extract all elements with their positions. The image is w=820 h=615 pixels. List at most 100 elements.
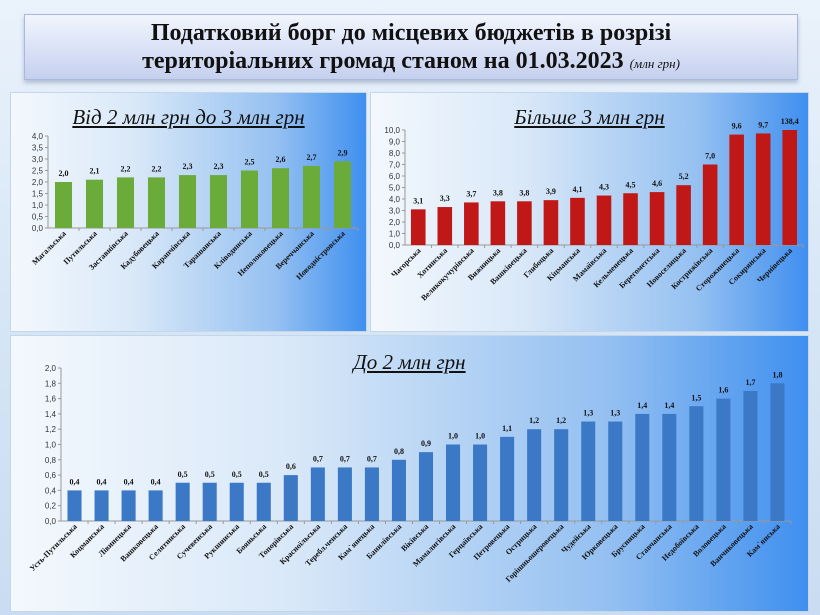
bar (175, 482, 190, 521)
data-label: 4,1 (572, 185, 582, 194)
data-label: 1,7 (745, 378, 755, 387)
y-tick-label: 0,5 (32, 213, 44, 222)
data-label: 138,4 (781, 117, 799, 126)
bar (85, 179, 104, 228)
data-label: 1,0 (448, 432, 458, 441)
y-tick-label: 9,0 (389, 138, 401, 147)
bar (517, 201, 532, 245)
data-label: 9,6 (732, 122, 742, 131)
page-title-line2: територіальних громад станом на 01.03.20… (25, 47, 797, 78)
data-label: 1,2 (529, 416, 539, 425)
data-label: 0,4 (124, 477, 134, 486)
data-label: 4,6 (652, 179, 662, 188)
y-tick-label: 2,5 (32, 167, 44, 176)
data-label: 0,5 (205, 470, 215, 479)
bar (283, 475, 298, 521)
data-label: 1,8 (772, 370, 782, 379)
bar (333, 161, 352, 228)
page-title-line1: Податковий борг до місцевих бюджетів в р… (150, 20, 672, 46)
bar (662, 413, 677, 521)
bar (209, 175, 228, 228)
data-label: 1,3 (610, 409, 620, 418)
bar (147, 177, 166, 228)
y-tick-label: 1,4 (45, 410, 57, 419)
y-tick-label: 3,0 (32, 155, 44, 164)
y-tick-label: 7,0 (389, 161, 401, 170)
y-tick-label: 6,0 (389, 172, 401, 181)
y-tick-label: 1,5 (32, 190, 44, 199)
bar (676, 185, 691, 245)
y-tick-label: 0,0 (389, 241, 401, 250)
bar (437, 207, 453, 245)
bar (178, 175, 197, 228)
data-label: 0,5 (259, 470, 269, 479)
y-tick-label: 2,0 (389, 218, 401, 227)
data-label: 0,7 (313, 454, 323, 463)
y-tick-label: 1,6 (45, 395, 57, 404)
y-tick-label: 8,0 (389, 149, 401, 158)
x-tick-label: Усть-Путильська (28, 522, 79, 573)
data-label: 9,7 (758, 120, 768, 129)
chart-mid-svg: 0,00,51,01,52,02,53,03,54,02,0Магальська… (30, 132, 359, 282)
bar (229, 482, 244, 521)
bar (702, 164, 718, 245)
bar (581, 421, 596, 521)
y-tick-label: 1,0 (32, 201, 44, 210)
bar (121, 490, 136, 521)
data-label: 0,4 (151, 477, 161, 486)
data-label: 1,3 (583, 409, 593, 418)
y-tick-label: 0,0 (32, 224, 44, 233)
bar (116, 177, 135, 228)
bar (608, 421, 623, 521)
data-label: 0,8 (394, 447, 404, 456)
data-label: 2,9 (338, 148, 348, 157)
bar (649, 192, 665, 245)
y-tick-label: 3,5 (32, 144, 44, 153)
data-label: 2,6 (276, 155, 286, 164)
chart-panel-large: Більше 3 млн грн 0,0 1,0 2,0 3,0 4,0 5,0 6,0 7,… (370, 92, 809, 332)
bar (770, 383, 785, 521)
title-box: Податковий борг до місцевих бюджетів в р… (24, 14, 798, 80)
y-tick-label: 1,0 (389, 230, 401, 239)
data-label: 0,4 (70, 477, 80, 486)
y-tick-label: 0,6 (45, 471, 57, 480)
data-label: 4,3 (599, 183, 609, 192)
bar (67, 490, 82, 521)
bar (391, 459, 406, 521)
y-tick-label: 2,0 (32, 178, 44, 187)
data-label: 2,3 (214, 162, 224, 171)
bar (596, 195, 612, 245)
data-label: 0,6 (286, 462, 296, 471)
bar (543, 200, 559, 245)
y-tick-label: 4,0 (32, 132, 44, 141)
bar (782, 130, 798, 245)
data-label: 0,9 (421, 439, 431, 448)
data-label: 3,8 (519, 188, 529, 197)
data-label: 3,1 (413, 196, 423, 205)
data-label: 2,5 (245, 158, 255, 167)
data-label: 1,2 (556, 416, 566, 425)
bar (623, 193, 638, 245)
y-tick-label: 3,0 (389, 207, 401, 216)
y-tick-label: 0,8 (45, 456, 57, 465)
bar (337, 467, 352, 521)
data-label: 3,9 (546, 187, 556, 196)
chart-panel-small: До 2 млн грн 0,0 0,2 0,4 0,6 0,8 1,0 1,2 1,4 1,6… (10, 335, 809, 612)
data-label: 0,5 (178, 470, 188, 479)
bar (464, 202, 479, 245)
bar (527, 429, 542, 521)
data-label: 3,7 (466, 189, 476, 198)
chart-panel-mid: Від 2 млн грн до 3 млн грн 0,0 0,5 1,0 1,5 2… (10, 92, 367, 332)
chart-large-svg: 0,01,02,03,04,05,06,07,08,09,010,03,1Чаг… (384, 117, 804, 303)
data-label: 3,8 (493, 188, 503, 197)
bar (446, 444, 461, 521)
bar (148, 490, 163, 521)
bar (500, 436, 515, 521)
bar (490, 201, 506, 245)
bar (410, 209, 426, 245)
y-tick-label: 0,4 (45, 486, 57, 495)
bar (240, 170, 259, 228)
chart-small-svg: 0,0 0,2 0,4 0,6 0,8 1,0 1,2 1,4 1,6 1,8 2,0 0,4 Усть… (28, 364, 792, 584)
bar (554, 429, 569, 521)
data-label: 1,0 (475, 432, 485, 441)
